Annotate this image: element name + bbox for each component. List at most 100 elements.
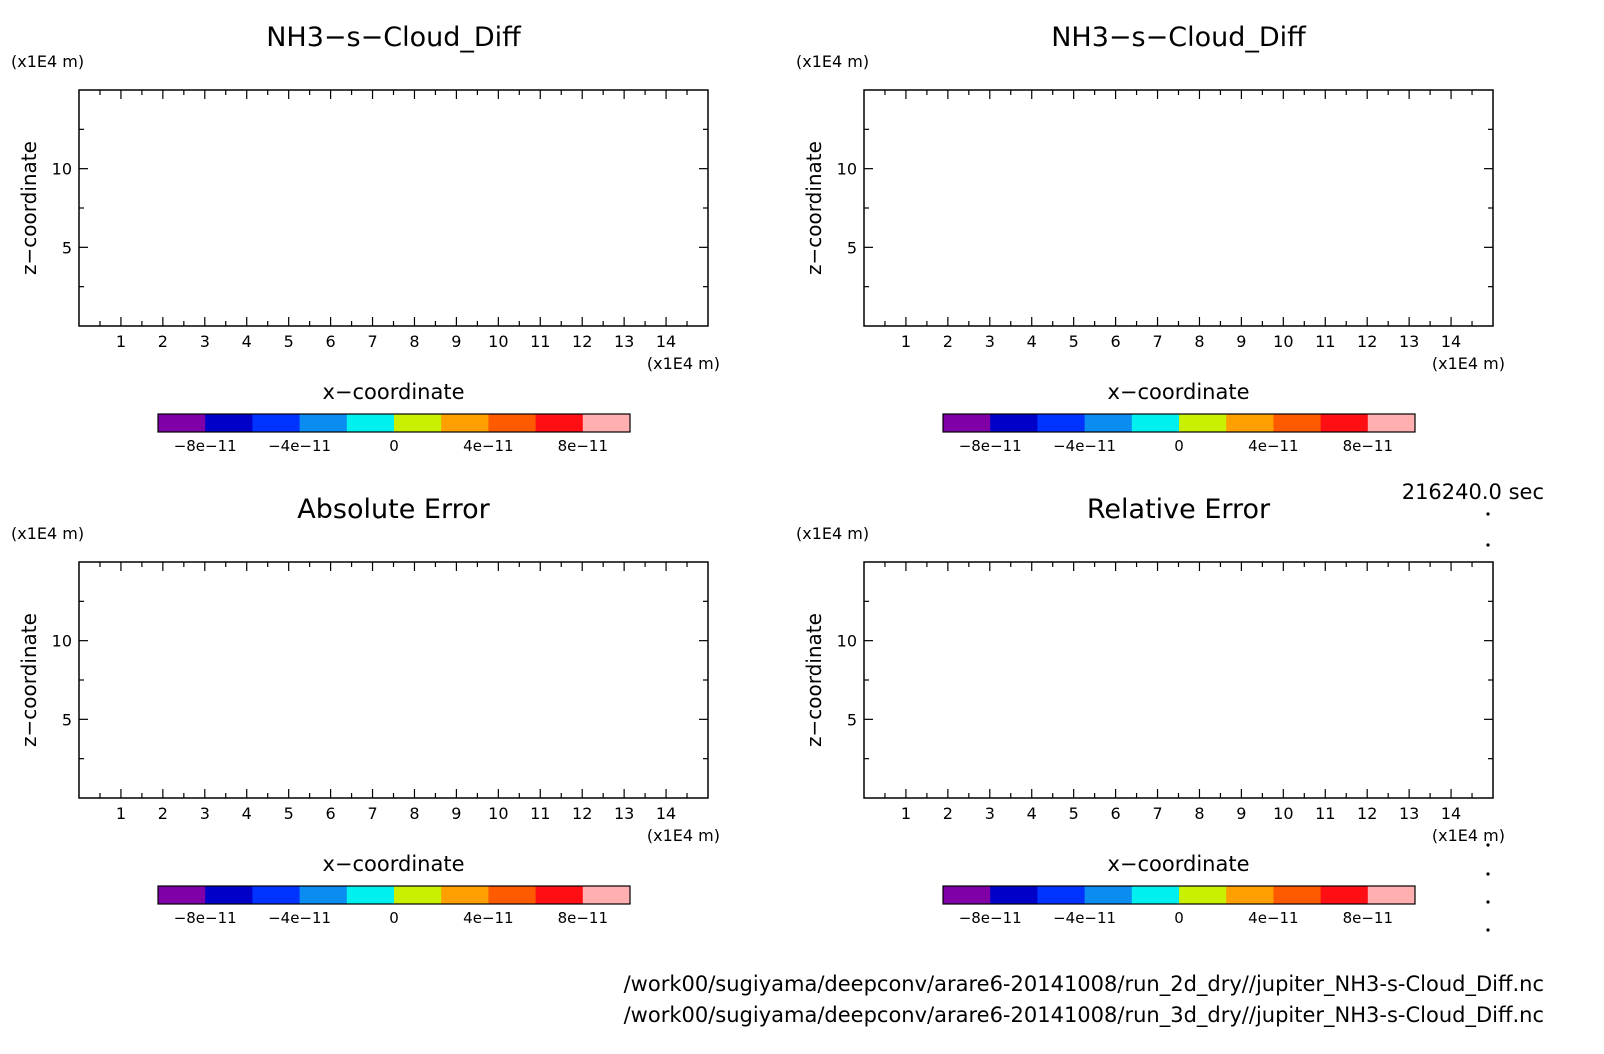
- footer-path-2d: /work00/sugiyama/deepconv/arare6-2014100…: [623, 972, 1544, 996]
- x-tick-label: 6: [326, 804, 336, 823]
- x-axis-label: x−coordinate: [322, 380, 464, 404]
- y-axis-label: z−coordinate: [802, 613, 826, 747]
- colorbar-tick-label: −8e−11: [174, 437, 237, 455]
- colorbar-segment: [346, 886, 395, 904]
- x-unit-label: (x1E4 m): [1432, 354, 1505, 373]
- x-tick-label: 4: [1027, 804, 1037, 823]
- colorbar-tick-label: −8e−11: [959, 909, 1022, 927]
- x-tick-label: 11: [530, 804, 550, 823]
- colorbar-segment: [1226, 414, 1274, 432]
- x-tick-label: 11: [530, 332, 550, 351]
- colorbar-tick-label: 4e−11: [1248, 909, 1298, 927]
- x-tick-label: 6: [1111, 332, 1121, 351]
- colorbar-tick-label: 4e−11: [463, 909, 513, 927]
- x-tick-label: 13: [1399, 804, 1419, 823]
- colorbar-segment: [394, 414, 442, 432]
- x-tick-label: 4: [242, 332, 252, 351]
- colorbar-frame: [157, 413, 631, 433]
- panel-title: Absolute Error: [297, 494, 490, 525]
- x-tick-label: 7: [1152, 804, 1162, 823]
- colorbar-frame: [942, 885, 1416, 905]
- time-label: 216240.0 sec: [1401, 480, 1544, 504]
- x-tick-label: 5: [1069, 332, 1079, 351]
- colorbar-frame: [942, 413, 1416, 433]
- x-tick-label: 14: [1441, 332, 1461, 351]
- x-tick-label: 7: [367, 332, 377, 351]
- x-axis-label: x−coordinate: [1107, 852, 1249, 876]
- colorbar-segment: [394, 886, 442, 904]
- colorbar-tick-label: 0: [1174, 437, 1184, 455]
- plot-frame: [78, 89, 709, 327]
- colorbar-segment: [990, 886, 1038, 904]
- x-tick-label: 3: [200, 332, 210, 351]
- colorbar-segment: [441, 886, 489, 904]
- plot-frame: [78, 561, 709, 799]
- colorbar-tick-label: 4e−11: [463, 437, 513, 455]
- x-tick-label: 5: [284, 804, 294, 823]
- colorbar-tick-label: 0: [1174, 909, 1184, 927]
- colorbar-segment: [1320, 886, 1369, 904]
- y-unit-label: (x1E4 m): [11, 524, 84, 543]
- x-tick-label: 3: [985, 804, 995, 823]
- y-tick-label: 5: [62, 238, 72, 257]
- x-tick-label: 12: [572, 332, 592, 351]
- x-tick-label: 11: [1315, 804, 1335, 823]
- colorbar-tick-label: 8e−11: [1343, 909, 1393, 927]
- x-axis-label: x−coordinate: [1107, 380, 1249, 404]
- marker-dot: [1486, 928, 1490, 932]
- colorbar-segment: [1367, 886, 1416, 904]
- colorbar-segment: [346, 414, 395, 432]
- x-tick-label: 7: [1152, 332, 1162, 351]
- y-unit-label: (x1E4 m): [11, 52, 84, 71]
- colorbar-tick-label: −8e−11: [959, 437, 1022, 455]
- x-tick-label: 4: [242, 804, 252, 823]
- colorbar-segment: [158, 414, 206, 432]
- colorbar-tick-label: 0: [389, 437, 399, 455]
- colorbar-segment: [1179, 414, 1227, 432]
- x-tick-label: 9: [451, 804, 461, 823]
- marker-dot: [1486, 843, 1490, 847]
- y-tick-label: 10: [837, 160, 857, 179]
- colorbar-segment: [943, 886, 991, 904]
- x-tick-label: 10: [488, 804, 508, 823]
- colorbar-tick-label: 4e−11: [1248, 437, 1298, 455]
- x-tick-label: 6: [326, 332, 336, 351]
- x-tick-label: 1: [901, 332, 911, 351]
- colorbar-segment: [1131, 886, 1180, 904]
- x-tick-label: 8: [1194, 804, 1204, 823]
- colorbar-segment: [1084, 886, 1133, 904]
- marker-dot: [1486, 512, 1490, 516]
- colorbar-segment: [299, 886, 348, 904]
- colorbar-segment: [1179, 886, 1227, 904]
- x-tick-label: 10: [488, 332, 508, 351]
- x-tick-label: 13: [614, 332, 634, 351]
- colorbar-segment: [1320, 414, 1369, 432]
- x-tick-label: 4: [1027, 332, 1037, 351]
- colorbar-tick-label: −4e−11: [1053, 437, 1116, 455]
- x-tick-label: 5: [284, 332, 294, 351]
- y-tick-label: 10: [837, 632, 857, 651]
- x-tick-label: 1: [901, 804, 911, 823]
- colorbar-segment: [990, 414, 1038, 432]
- x-tick-label: 7: [367, 804, 377, 823]
- colorbar-segment: [1273, 886, 1322, 904]
- marker-dot: [1486, 872, 1490, 876]
- colorbar-tick-label: 8e−11: [558, 909, 608, 927]
- colorbar-segment: [1131, 414, 1180, 432]
- x-tick-label: 9: [1236, 804, 1246, 823]
- x-tick-label: 8: [409, 332, 419, 351]
- colorbar-segment: [205, 414, 253, 432]
- colorbar-segment: [252, 886, 301, 904]
- x-tick-label: 12: [1357, 804, 1377, 823]
- x-tick-label: 12: [1357, 332, 1377, 351]
- colorbar-segment: [299, 414, 348, 432]
- colorbar-segment: [1367, 414, 1416, 432]
- x-tick-label: 2: [158, 804, 168, 823]
- y-tick-label: 10: [52, 632, 72, 651]
- colorbar-tick-label: 8e−11: [1343, 437, 1393, 455]
- x-unit-label: (x1E4 m): [1432, 826, 1505, 845]
- y-axis-label: z−coordinate: [802, 141, 826, 275]
- x-tick-label: 14: [1441, 804, 1461, 823]
- colorbar-segment: [535, 414, 584, 432]
